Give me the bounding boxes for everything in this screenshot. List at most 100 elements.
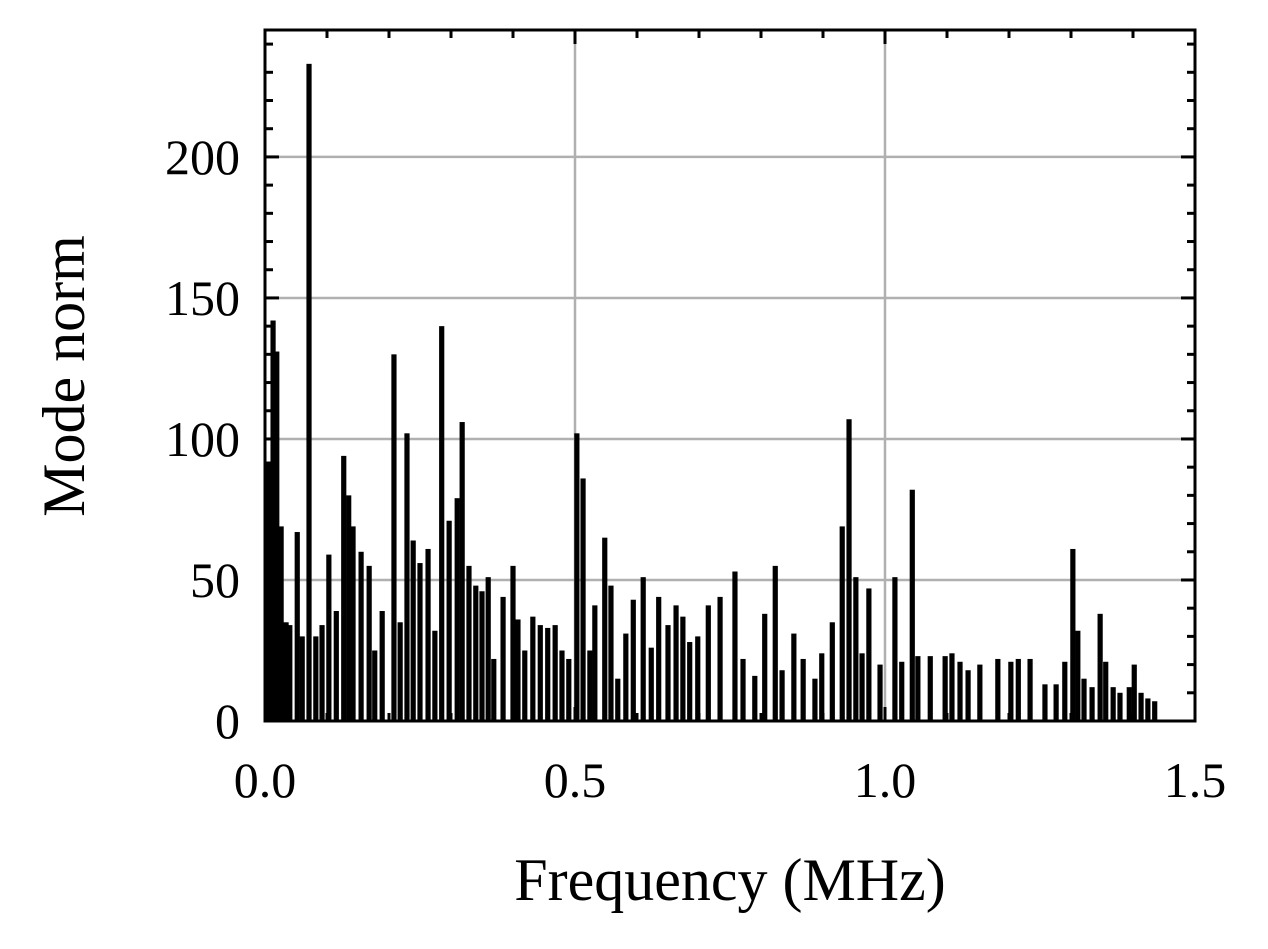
bar [491, 658, 497, 721]
bar [640, 577, 646, 721]
y-tick-label: 200 [165, 129, 240, 185]
bar [1081, 678, 1087, 721]
bar [397, 622, 403, 721]
bar [1027, 658, 1033, 721]
bar [294, 532, 300, 721]
bar [665, 625, 671, 721]
bar [510, 565, 516, 721]
bar [615, 678, 621, 721]
bar [1126, 687, 1132, 721]
x-axis-label: Frequency (MHz) [514, 847, 946, 913]
bar [1053, 684, 1059, 721]
bar [326, 554, 332, 721]
bar [559, 650, 565, 721]
bar [587, 650, 593, 721]
bar [915, 656, 921, 721]
bar [425, 548, 431, 721]
y-axis-label: Mode norm [31, 235, 97, 517]
bar [530, 616, 536, 721]
bar [333, 611, 339, 721]
bar [265, 461, 271, 721]
bar [473, 585, 479, 721]
bar [909, 489, 915, 721]
bar [602, 537, 608, 721]
bar [680, 616, 686, 721]
bar [1110, 687, 1116, 721]
bar [853, 577, 859, 721]
bar [732, 571, 738, 721]
bar [705, 605, 711, 721]
bar [740, 658, 746, 721]
bar [391, 354, 397, 721]
bar [350, 526, 356, 721]
bar [752, 675, 758, 721]
bar [522, 650, 528, 721]
bar [608, 585, 614, 721]
bar [977, 664, 983, 721]
bar [859, 653, 865, 721]
bar [485, 577, 491, 721]
plot-frame [263, 28, 1197, 723]
bar [306, 63, 312, 721]
bar [319, 625, 325, 721]
bar [866, 588, 872, 721]
bar [432, 630, 438, 721]
bar [270, 320, 276, 721]
bar [965, 670, 971, 721]
x-tick-label: 0.5 [544, 752, 607, 808]
bar [446, 520, 452, 721]
bar [358, 551, 364, 721]
bar [717, 596, 723, 721]
bar [313, 636, 319, 721]
bar [552, 625, 558, 721]
bar [1015, 658, 1021, 721]
bar [459, 422, 465, 721]
bar [1145, 698, 1151, 721]
bar [545, 627, 551, 721]
bar [439, 326, 445, 721]
bar [1075, 630, 1081, 721]
bar [341, 455, 347, 721]
bar [673, 605, 679, 721]
bar [1117, 692, 1123, 721]
bar [695, 636, 701, 721]
bar [379, 611, 385, 721]
bar [772, 565, 778, 721]
bar [1070, 548, 1076, 721]
bar [1089, 687, 1095, 721]
bar [800, 658, 806, 721]
bar [1097, 613, 1103, 721]
bar [949, 653, 955, 721]
bar [812, 678, 818, 721]
bar [346, 495, 352, 721]
bar [1008, 661, 1014, 721]
bar [1103, 661, 1109, 721]
x-tick-label: 1.0 [854, 752, 917, 808]
bar [687, 642, 693, 721]
bar [274, 351, 280, 721]
bar [278, 526, 284, 721]
bar [372, 650, 378, 721]
bar [779, 670, 785, 721]
bar [899, 661, 905, 721]
bar [995, 658, 1001, 721]
bar [877, 664, 883, 721]
bar [537, 625, 543, 721]
bar [846, 419, 852, 721]
bar [829, 622, 835, 721]
bar [957, 661, 963, 721]
bar [656, 596, 662, 721]
bar [479, 591, 485, 721]
bar [839, 526, 845, 721]
bar [466, 565, 472, 721]
x-tick-label: 1.5 [1164, 752, 1227, 808]
y-tick-label: 100 [165, 411, 240, 467]
bar [1042, 684, 1048, 721]
bar [515, 619, 521, 721]
bar [592, 605, 598, 721]
bar [819, 653, 825, 721]
bar [366, 565, 372, 721]
bar [762, 613, 768, 721]
y-tick-label: 150 [165, 270, 240, 326]
